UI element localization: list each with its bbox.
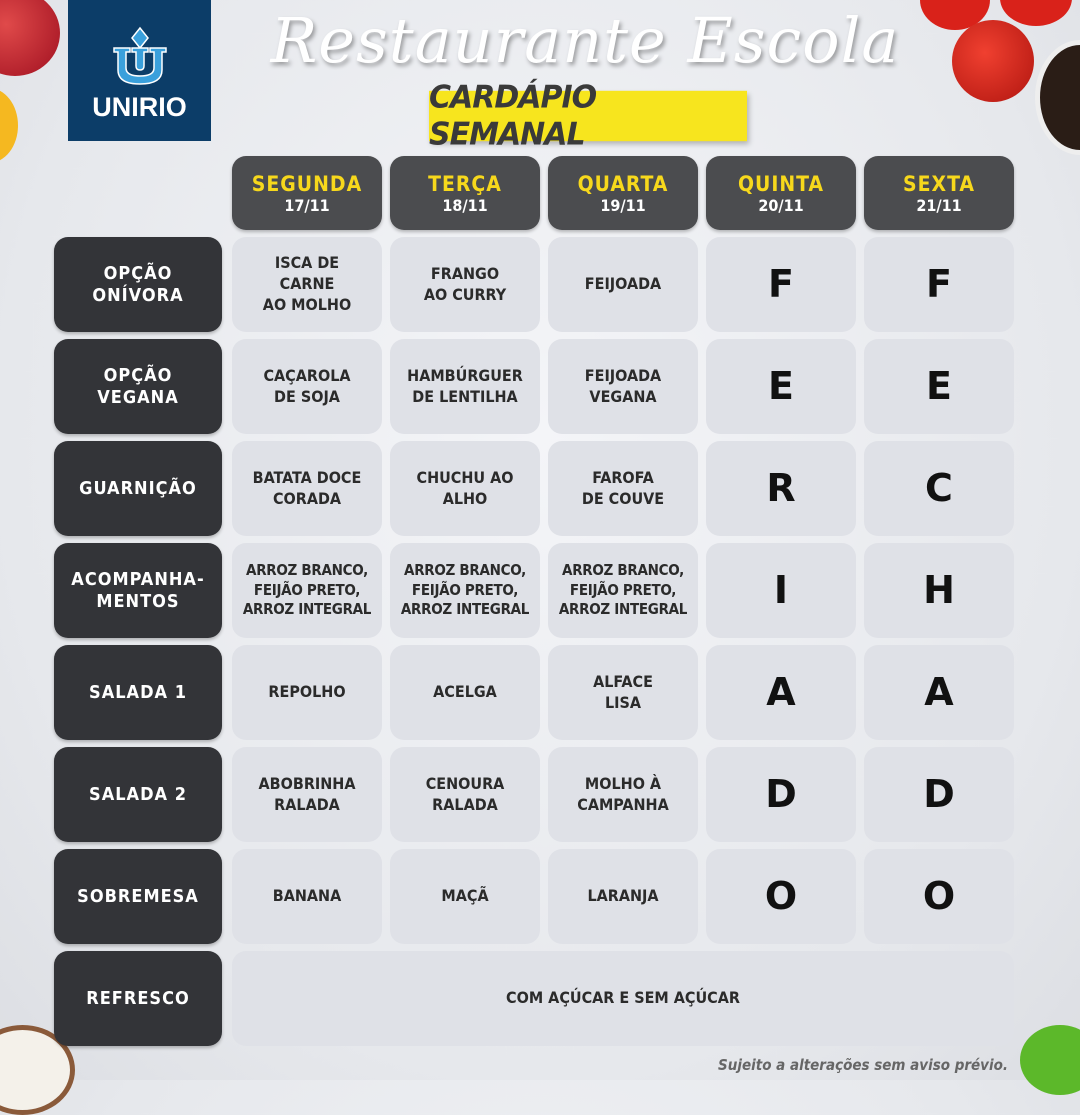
day-header-2: QUARTA 19/11 xyxy=(548,156,698,230)
row-label: GUARNIÇÃO xyxy=(54,441,222,536)
closed-letter-cell: R xyxy=(706,441,856,536)
closed-letter-cell: D xyxy=(864,747,1014,842)
row-label: OPÇÃO ONÍVORA xyxy=(54,237,222,332)
day-name: QUARTA xyxy=(577,171,669,196)
page-subtitle: CARDÁPIO SEMANAL xyxy=(429,79,747,153)
menu-cell: LARANJA xyxy=(548,849,698,944)
closed-letter-cell: O xyxy=(706,849,856,944)
menu-cell: FAROFA DE COUVE xyxy=(548,441,698,536)
row-label: SALADA 2 xyxy=(54,747,222,842)
orange-decoration xyxy=(0,88,18,163)
menu-cell: FEIJOADA xyxy=(548,237,698,332)
day-header-3: QUINTA 20/11 xyxy=(706,156,856,230)
row-label: SALADA 1 xyxy=(54,645,222,740)
logo-text: UNIRIO xyxy=(92,92,187,122)
day-date: 21/11 xyxy=(916,195,962,215)
closed-letter-cell: F xyxy=(864,237,1014,332)
menu-cell: CENOURA RALADA xyxy=(390,747,540,842)
day-name: TERÇA xyxy=(428,171,502,196)
menu-cell: CAÇAROLA DE SOJA xyxy=(232,339,382,434)
day-date: 19/11 xyxy=(600,195,646,215)
day-date: 17/11 xyxy=(284,195,330,215)
menu-cell: HAMBÚRGUER DE LENTILHA xyxy=(390,339,540,434)
menu-cell: ARROZ BRANCO, FEIJÃO PRETO, ARROZ INTEGR… xyxy=(232,543,382,638)
menu-cell: BANANA xyxy=(232,849,382,944)
unirio-logo: UNIRIO xyxy=(68,0,211,141)
peppercorn-bowl-decoration xyxy=(1035,40,1080,155)
row-label: REFRESCO xyxy=(54,951,222,1046)
menu-cell: BATATA DOCE CORADA xyxy=(232,441,382,536)
menu-cell: MOLHO À CAMPANHA xyxy=(548,747,698,842)
day-header-4: SEXTA 21/11 xyxy=(864,156,1014,230)
menu-cell: ALFACE LISA xyxy=(548,645,698,740)
closed-letter-cell: C xyxy=(864,441,1014,536)
closed-letter-cell: I xyxy=(706,543,856,638)
menu-table: SEGUNDA 17/11 TERÇA 18/11 QUARTA 19/11 QUINTA 2… xyxy=(54,156,1014,1046)
menu-cell: CHUCHU AO ALHO xyxy=(390,441,540,536)
row-label: SOBREMESA xyxy=(54,849,222,944)
page-title: Restaurante Escola xyxy=(270,4,900,77)
menu-cell: ARROZ BRANCO, FEIJÃO PRETO, ARROZ INTEGR… xyxy=(548,543,698,638)
corner-empty xyxy=(54,156,222,230)
closed-letter-cell: E xyxy=(706,339,856,434)
day-name: QUINTA xyxy=(737,171,825,196)
day-name: SEGUNDA xyxy=(251,171,363,196)
menu-cell: ISCA DE CARNE AO MOLHO xyxy=(232,237,382,332)
footer-note: Sujeito a alterações sem aviso prévio. xyxy=(718,1056,1008,1074)
unirio-emblem-icon xyxy=(112,26,167,85)
day-date: 18/11 xyxy=(442,195,488,215)
menu-cell: ACELGA xyxy=(390,645,540,740)
day-name: SEXTA xyxy=(903,171,975,196)
closed-letter-cell: E xyxy=(864,339,1014,434)
menu-cell: REPOLHO xyxy=(232,645,382,740)
tomato-decoration xyxy=(952,20,1034,102)
row-label: ACOMPANHA- MENTOS xyxy=(54,543,222,638)
day-header-1: TERÇA 18/11 xyxy=(390,156,540,230)
closed-letter-cell: A xyxy=(706,645,856,740)
closed-letter-cell: H xyxy=(864,543,1014,638)
day-date: 20/11 xyxy=(758,195,804,215)
apple-decoration xyxy=(0,0,60,76)
menu-cell: FEIJOADA VEGANA xyxy=(548,339,698,434)
row-label: OPÇÃO VEGANA xyxy=(54,339,222,434)
closed-letter-cell: D xyxy=(706,747,856,842)
menu-cell: ARROZ BRANCO, FEIJÃO PRETO, ARROZ INTEGR… xyxy=(390,543,540,638)
closed-letter-cell: O xyxy=(864,849,1014,944)
basil-decoration xyxy=(1020,1025,1080,1095)
day-header-0: SEGUNDA 17/11 xyxy=(232,156,382,230)
refresco-cell: COM AÇÚCAR E SEM AÇÚCAR xyxy=(232,951,1014,1046)
menu-cell: ABOBRINHA RALADA xyxy=(232,747,382,842)
menu-cell: FRANGO AO CURRY xyxy=(390,237,540,332)
menu-cell: MAÇÃ xyxy=(390,849,540,944)
tomato-decoration xyxy=(1000,0,1072,26)
closed-letter-cell: F xyxy=(706,237,856,332)
closed-letter-cell: A xyxy=(864,645,1014,740)
